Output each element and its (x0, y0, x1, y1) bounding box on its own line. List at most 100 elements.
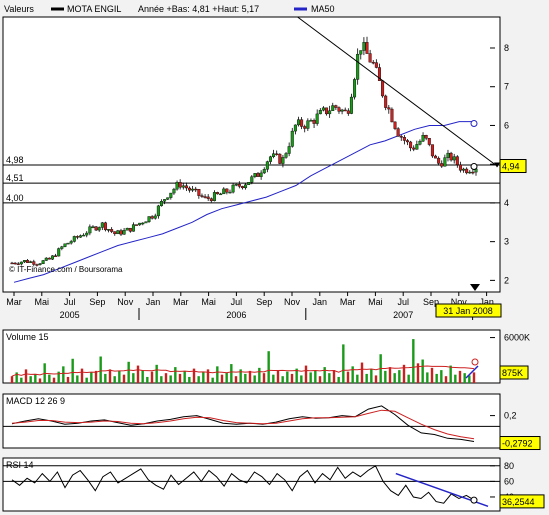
volume-bar (253, 375, 256, 383)
date-badge (435, 303, 502, 318)
volume-bar (178, 373, 182, 383)
candle-body (159, 201, 163, 207)
candle-body (262, 169, 266, 174)
volume-bar (407, 374, 410, 383)
volume-bar (314, 370, 317, 383)
candle-body (440, 163, 444, 167)
candle-body (57, 248, 61, 257)
candle-body (19, 261, 23, 265)
volume-ma-line (11, 365, 475, 377)
candle-body (349, 96, 353, 114)
candle-body (197, 189, 201, 196)
candle-body (437, 157, 441, 164)
volume-bar (416, 363, 420, 383)
candle-body (247, 182, 251, 185)
x-month-label: Mar (6, 297, 22, 307)
candle-body (430, 144, 434, 157)
candle-body (446, 152, 450, 158)
candle-body (231, 184, 235, 193)
candle-body (368, 53, 372, 63)
ma50-last-marker (470, 120, 478, 128)
candle-body (234, 184, 238, 186)
x-month-label: Mar (340, 297, 356, 307)
macd-last-badge (499, 436, 541, 451)
volume-bar (337, 376, 340, 383)
candle-body (418, 140, 422, 145)
volume-bar (444, 376, 448, 383)
volume-bar (430, 367, 434, 383)
candle-body (287, 146, 291, 154)
candle-body (107, 229, 111, 231)
x-year-label: 2005 (60, 310, 80, 320)
y-tick-label: 3 (504, 237, 509, 247)
candle-body (387, 107, 391, 110)
x-month-label: Nov (284, 297, 301, 307)
volume-bar (374, 375, 378, 383)
rsi-y-tick-label: 60 (504, 476, 514, 486)
volume-bar (342, 344, 345, 383)
volume-bar (384, 370, 387, 383)
date-badge-text: 31 Jan 2008 (443, 306, 493, 316)
volume-bar (90, 372, 93, 383)
candle-body (412, 147, 416, 150)
header-stock-name: MOTA ENGIL (67, 4, 121, 14)
candle-body (237, 184, 241, 187)
candle-body (54, 255, 58, 257)
volume-bar (202, 371, 205, 383)
volume-bar (99, 356, 102, 383)
volume-bar (388, 367, 392, 383)
rsi-panel (2, 457, 501, 512)
volume-bar (188, 376, 191, 383)
candle-body (381, 80, 385, 97)
candle-body (203, 196, 207, 198)
candle-body (471, 171, 475, 174)
candle-body (110, 229, 114, 232)
volume-bar (183, 370, 186, 383)
candle-body (405, 140, 409, 143)
volume-bar (323, 367, 326, 383)
candle-body (144, 221, 148, 224)
candle-body (340, 109, 344, 112)
candle-body (424, 135, 428, 139)
rsi-y-tick-label: 80 (504, 461, 514, 471)
x-year-label: 2007 (393, 310, 413, 320)
candle-body (365, 42, 369, 54)
volume-bar (472, 372, 476, 383)
rsi-last-marker (470, 496, 478, 504)
volume-bar (132, 373, 135, 383)
candle-body (315, 113, 319, 124)
last-price-marker (470, 163, 478, 171)
volume-bar (295, 368, 298, 383)
candle-body (331, 105, 335, 111)
candle-body (97, 227, 101, 231)
volume-bar (356, 374, 359, 383)
candle-body (66, 242, 70, 245)
candle-body (443, 157, 447, 167)
candle-body (240, 186, 244, 189)
volume-bar (220, 374, 224, 383)
volume-bar (398, 370, 401, 383)
volume-bar (412, 339, 415, 383)
last-price-badge (499, 159, 527, 174)
volume-bar (267, 351, 270, 383)
candle-body (278, 153, 282, 164)
candle-body (116, 230, 120, 235)
candle-body (312, 120, 316, 124)
volume-layer: 6000K 875K (10, 333, 530, 383)
candle-body (225, 188, 229, 193)
volume-bar (239, 369, 242, 383)
candle-body (303, 126, 307, 129)
candle-body (343, 109, 347, 112)
volume-last-badge (499, 365, 529, 380)
reference-level-label: 4,51 (6, 173, 24, 183)
candle-body (415, 144, 419, 150)
volume-bar (272, 374, 275, 383)
volume-bar (230, 364, 233, 383)
candle-body (206, 196, 210, 199)
candle-body (306, 120, 310, 129)
x-month-label: Mar (173, 297, 189, 307)
volume-bar (197, 376, 200, 383)
candle-body (427, 138, 431, 145)
volume-bar (244, 373, 247, 383)
candle-body (293, 124, 297, 132)
